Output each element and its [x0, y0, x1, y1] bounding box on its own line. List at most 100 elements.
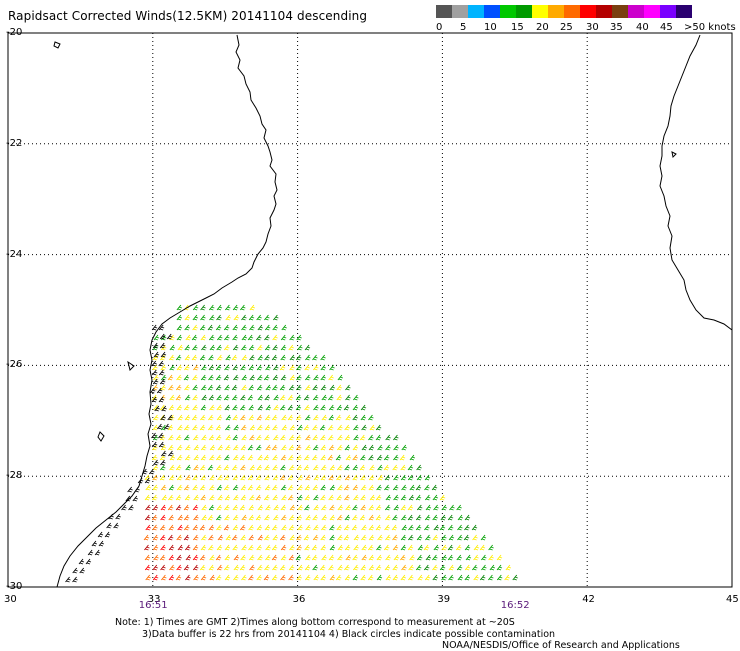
wind-barb [193, 434, 199, 441]
wind-barb [360, 454, 366, 461]
wind-barb [360, 574, 366, 581]
wind-barb [176, 314, 183, 321]
wind-barb [369, 424, 375, 431]
wind-barb [193, 464, 199, 471]
wind-barb [352, 444, 359, 451]
wind-barb [256, 434, 262, 441]
wind-barb [296, 544, 302, 551]
wind-barb-contaminated [151, 324, 158, 331]
wind-barb [240, 464, 246, 471]
pass-time-label: 16:51 [138, 600, 168, 611]
wind-barb [385, 434, 391, 441]
wind-barb [415, 484, 422, 491]
wind-barb [175, 394, 182, 401]
wind-barb [272, 344, 278, 351]
wind-barb [488, 554, 494, 561]
wind-barb [240, 474, 246, 481]
wind-barb [200, 574, 207, 581]
wind-barb [409, 554, 415, 561]
wind-barb [351, 524, 358, 531]
wind-barb [280, 404, 286, 411]
wind-barb [329, 484, 336, 491]
wind-barb [303, 534, 310, 541]
wind-barb [272, 494, 278, 501]
wind-barb [257, 454, 263, 461]
wind-barb [304, 564, 311, 571]
note-line-1: Note: 1) Times are GMT 2)Times along bot… [115, 617, 515, 628]
wind-barb [320, 534, 326, 541]
wind-barb-contaminated [128, 504, 134, 511]
wind-barb [257, 344, 263, 351]
wind-barb [265, 364, 271, 371]
wind-barb [192, 404, 198, 411]
wind-barb [256, 464, 263, 471]
wind-barb [183, 374, 190, 381]
wind-barb [175, 494, 182, 501]
wind-barb [312, 434, 318, 441]
wind-barb [479, 574, 486, 581]
wind-barb [319, 424, 326, 431]
wind-barb [343, 404, 350, 411]
wind-barb [377, 464, 383, 471]
wind-barb-contaminated [161, 450, 167, 457]
wind-barb [304, 494, 311, 501]
wind-barb [297, 474, 303, 481]
wind-barb [375, 524, 382, 531]
wind-barb [216, 464, 222, 471]
wind-barb [432, 514, 438, 521]
wind-barb-contaminated [104, 531, 111, 538]
wind-barb [295, 434, 302, 441]
wind-barb [329, 574, 336, 581]
wind-barb [376, 574, 383, 581]
longitude-label: 45 [726, 594, 739, 605]
wind-barb [328, 564, 334, 571]
wind-barb [287, 404, 294, 411]
wind-barb [256, 334, 262, 341]
wind-barb [200, 454, 207, 461]
wind-barb [288, 564, 295, 571]
wind-barb [385, 554, 391, 561]
wind-barb [281, 424, 288, 431]
wind-barb [248, 344, 255, 351]
wind-barb-contaminated [156, 387, 163, 394]
wind-barb [448, 534, 455, 541]
wind-barb [393, 504, 400, 511]
wind-barb [232, 404, 238, 411]
wind-barb [185, 444, 191, 451]
wind-barb [207, 384, 214, 391]
wind-barb [328, 474, 334, 481]
wind-barb [232, 394, 238, 401]
wind-barb [479, 544, 486, 551]
colorbar-swatch [644, 5, 660, 18]
wind-barb [273, 404, 279, 411]
wind-barb [328, 404, 335, 411]
wind-barb [312, 564, 318, 571]
wind-barb [248, 384, 254, 391]
wind-barb [240, 444, 247, 451]
wind-barb [273, 394, 279, 401]
wind-barb [352, 404, 359, 411]
wind-barb [304, 364, 310, 371]
wind-barb [176, 474, 183, 481]
wind-barb [400, 464, 406, 471]
wind-barb [327, 424, 334, 431]
wind-barb [225, 414, 232, 421]
wind-barb [321, 524, 327, 531]
wind-barb [296, 454, 302, 461]
wind-barb [488, 574, 494, 581]
wind-barb [281, 514, 287, 521]
wind-barb [359, 434, 366, 441]
wind-barb [160, 544, 166, 551]
wind-barb [448, 574, 454, 581]
wind-barb [312, 514, 318, 521]
wind-barb [176, 304, 183, 311]
wind-barb [345, 504, 351, 511]
wind-barb [312, 444, 319, 451]
wind-barb [408, 494, 415, 501]
wind-barb [401, 484, 407, 491]
wind-barb [393, 494, 399, 501]
wind-barb [352, 574, 359, 581]
wind-barb [201, 364, 207, 371]
wind-barb [313, 524, 319, 531]
wind-barb [272, 384, 278, 391]
